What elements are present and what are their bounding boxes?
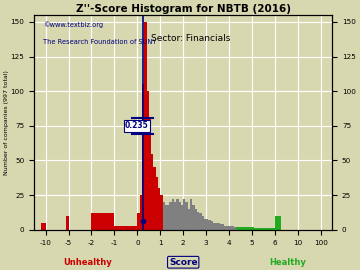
Bar <box>185 202 188 230</box>
Bar <box>202 216 204 230</box>
Bar <box>254 228 257 230</box>
Text: Score: Score <box>169 258 198 267</box>
Bar <box>188 209 190 230</box>
Bar <box>275 216 281 230</box>
Bar <box>170 202 172 230</box>
Y-axis label: Number of companies (997 total): Number of companies (997 total) <box>4 70 9 175</box>
Bar <box>176 199 179 230</box>
Text: Healthy: Healthy <box>269 258 306 267</box>
Bar <box>163 202 165 230</box>
Bar <box>245 227 247 230</box>
Bar <box>172 199 174 230</box>
Bar <box>126 226 137 230</box>
Bar <box>266 228 268 230</box>
Bar <box>238 227 240 230</box>
Bar <box>252 227 254 230</box>
Text: 0.235: 0.235 <box>125 121 149 130</box>
Text: Sector: Financials: Sector: Financials <box>151 34 230 43</box>
Bar <box>264 228 266 230</box>
Bar <box>259 228 261 230</box>
Bar <box>140 195 142 230</box>
Bar <box>153 167 156 230</box>
Bar <box>236 227 238 230</box>
Text: The Research Foundation of SUNY: The Research Foundation of SUNY <box>43 39 157 45</box>
Text: Unhealthy: Unhealthy <box>63 258 112 267</box>
Bar <box>41 223 46 230</box>
Bar <box>167 205 170 230</box>
Bar <box>144 22 147 230</box>
Bar <box>268 228 270 230</box>
Bar <box>142 84 144 230</box>
Bar <box>227 226 229 230</box>
Bar <box>192 205 195 230</box>
Bar <box>231 226 234 230</box>
Bar <box>229 226 231 230</box>
Bar <box>156 177 158 230</box>
Bar <box>181 205 183 230</box>
Bar <box>165 205 167 230</box>
Bar <box>199 213 202 230</box>
Bar <box>174 202 176 230</box>
Bar <box>114 226 126 230</box>
Bar <box>270 228 273 230</box>
Bar <box>234 227 236 230</box>
Bar <box>204 219 206 230</box>
Bar <box>137 213 140 230</box>
Bar <box>220 224 222 230</box>
Bar <box>208 220 211 230</box>
Bar <box>217 223 220 230</box>
Bar <box>240 227 243 230</box>
Bar <box>179 202 181 230</box>
Text: ©www.textbiz.org: ©www.textbiz.org <box>43 21 103 28</box>
Bar <box>257 228 259 230</box>
Bar <box>160 195 163 230</box>
Bar <box>215 223 217 230</box>
Bar <box>195 209 197 230</box>
Bar <box>158 188 160 230</box>
Bar <box>250 227 252 230</box>
Title: Z''-Score Histogram for NBTB (2016): Z''-Score Histogram for NBTB (2016) <box>76 4 291 14</box>
Bar <box>183 199 185 230</box>
Bar <box>225 226 227 230</box>
Bar <box>222 224 225 230</box>
Bar <box>66 216 68 230</box>
Bar <box>190 199 192 230</box>
Bar <box>213 223 215 230</box>
Bar <box>151 154 153 230</box>
Bar <box>206 219 208 230</box>
Bar <box>91 213 114 230</box>
Bar <box>149 119 151 230</box>
Bar <box>247 227 250 230</box>
Bar <box>261 228 264 230</box>
Bar <box>243 227 245 230</box>
Bar <box>273 228 275 230</box>
Bar <box>211 221 213 230</box>
Bar <box>197 212 199 230</box>
Bar <box>147 91 149 230</box>
